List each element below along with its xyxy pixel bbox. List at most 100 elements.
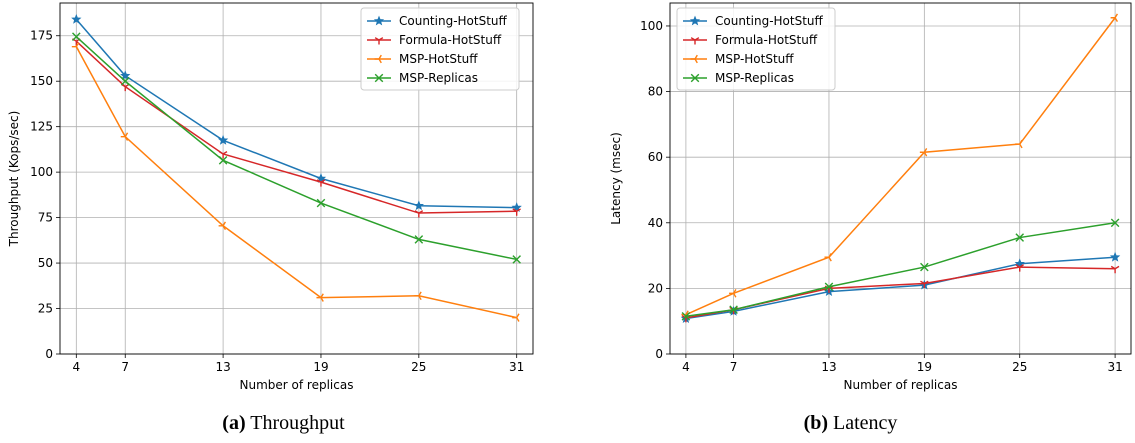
throughput-xtick-label-7: 7	[121, 360, 129, 374]
latency-y-axis-label: Latency (msec)	[609, 132, 623, 225]
throughput-plot-frame	[59, 2, 534, 355]
latency-series-msp-hotstuff	[681, 13, 1119, 319]
latency-series-msp-replicas	[681, 218, 1120, 321]
throughput-series-counting-hotstuff-point-19	[315, 173, 327, 183]
throughput-series-msp-hotstuff-point-31	[512, 313, 520, 322]
latency-series-msp-hotstuff-point-25	[1015, 139, 1023, 149]
latency-xtick-label-13: 13	[821, 360, 836, 374]
throughput-legend-entry-msp-replicas-marker	[374, 73, 384, 83]
throughput-legend-entry-msp-replicas-label: MSP-Replicas	[399, 71, 478, 85]
throughput-chart: 4 7 13 19 25 31 0 25 50 75 100 125 150 175 Number of r…	[7, 2, 534, 392]
throughput-series-formula-hotstuff-point-25	[414, 210, 424, 218]
throughput-series-msp-replicas-point-31	[512, 255, 521, 264]
latency-legend-entry-msp-hotstuff: MSP-HotStuff	[683, 52, 794, 66]
latency-legend-entry-counting-hotstuff: Counting-HotStuff	[683, 14, 824, 28]
latency-xtick-label-25: 25	[1012, 360, 1027, 374]
latency-ytick-label-60: 60	[648, 150, 663, 164]
throughput-legend-box	[360, 7, 520, 91]
throughput-legend-entry-msp-replicas: MSP-Replicas	[367, 71, 478, 85]
throughput-series-formula-hotstuff-point-13	[218, 151, 228, 159]
throughput-chart-panel: 4 7 13 19 25 31 0 25 50 75 100 125 150 175 Number of r…	[0, 0, 567, 443]
throughput-y-axis-label: Throughput (Kops/sec)	[7, 111, 21, 248]
throughput-series-counting-hotstuff-point-31	[511, 202, 522, 212]
throughput-series-msp-hotstuff-point-7	[120, 132, 129, 141]
latency-series-counting-hotstuff-point-31	[1109, 251, 1121, 262]
throughput-series-msp-hotstuff	[71, 42, 520, 322]
latency-legend-entry-formula-hotstuff-marker	[690, 37, 700, 45]
latency-series-msp-hotstuff-point-31	[1110, 13, 1119, 23]
throughput-legend-entry-counting-hotstuff-label: Counting-HotStuff	[399, 14, 508, 28]
latency-series-msp-hotstuff-line	[685, 17, 1116, 316]
latency-caption-text: Latency	[833, 412, 898, 434]
throughput-legend-entry-formula-hotstuff-marker	[374, 37, 384, 45]
throughput-series-counting-hotstuff-point-7	[120, 70, 131, 81]
throughput-xtick-label-19: 19	[313, 360, 328, 374]
latency-xtick-label-31: 31	[1107, 360, 1122, 374]
latency-legend-entry-counting-hotstuff-marker	[689, 15, 701, 26]
latency-legend-entry-counting-hotstuff-label: Counting-HotStuff	[715, 14, 824, 28]
throughput-ytick-label-100: 100	[30, 165, 53, 179]
latency-series-formula-hotstuff	[681, 264, 1120, 323]
latency-series-msp-replicas-point-4	[681, 311, 691, 321]
latency-chart: 4 7 13 19 25 31 0 20 40 60 80 100 Number of replicas…	[609, 2, 1132, 392]
latency-series-counting-hotstuff-point-25	[1014, 258, 1025, 269]
latency-ytick-label-40: 40	[648, 216, 663, 230]
throughput-series-msp-replicas-line	[75, 36, 517, 261]
latency-series-msp-replicas-point-13	[824, 282, 834, 292]
throughput-legend-entry-formula-hotstuff: Formula-HotStuff	[367, 33, 502, 47]
throughput-ytick-label-175: 175	[30, 29, 53, 43]
throughput-xtick-label-25: 25	[411, 360, 426, 374]
throughput-ytick-label-25: 25	[38, 302, 53, 316]
latency-series-msp-replicas-point-19	[920, 262, 929, 272]
throughput-ticks: 4 7 13 19 25 31 0 25 50 75 100 125 150 175	[30, 29, 524, 374]
throughput-ytick-label-0: 0	[45, 347, 53, 361]
latency-xtick-label-7: 7	[730, 360, 738, 374]
latency-series-msp-replicas-point-25	[1015, 233, 1025, 242]
throughput-series-formula-hotstuff-point-31	[512, 208, 521, 216]
latency-series-formula-hotstuff-point-19	[920, 280, 929, 288]
latency-legend-box	[676, 7, 836, 91]
throughput-series-msp-hotstuff-point-13	[218, 221, 227, 231]
throughput-series-msp-replicas-point-4	[72, 32, 81, 41]
latency-series-counting-hotstuff-line	[685, 256, 1116, 320]
latency-legend-entry-msp-replicas-label: MSP-Replicas	[715, 71, 794, 85]
latency-series-msp-hotstuff-point-7	[729, 289, 737, 298]
throughput-legend-entry-msp-hotstuff-label: MSP-HotStuff	[399, 52, 478, 66]
throughput-series-counting-hotstuff-point-4	[71, 13, 82, 24]
latency-legend-entry-msp-hotstuff-label: MSP-HotStuff	[715, 52, 794, 66]
latency-legend-entry-msp-replicas: MSP-Replicas	[683, 71, 794, 85]
latency-series-msp-replicas-point-31	[1110, 218, 1120, 228]
throughput-xtick-label-13: 13	[215, 360, 230, 374]
latency-series-msp-hotstuff-point-13	[824, 252, 832, 262]
latency-series-formula-hotstuff-point-31	[1110, 265, 1120, 274]
latency-ticks: 4 7 13 19 25 31 0 20 40 60 80 100	[640, 19, 1123, 374]
latency-series-msp-replicas-point-7	[729, 305, 738, 315]
latency-chart-panel: 4 7 13 19 25 31 0 20 40 60 80 100 Number of replicas…	[567, 0, 1134, 443]
latency-ytick-label-0: 0	[655, 347, 663, 361]
latency-series-msp-replicas-line	[685, 222, 1116, 318]
latency-ytick-label-20: 20	[648, 281, 663, 295]
latency-series-formula-hotstuff-point-25	[1015, 264, 1024, 272]
throughput-legend: Counting-HotStuff Formula-HotStuff MSP-Hot…	[360, 7, 520, 91]
latency-series-msp-hotstuff-point-19	[919, 148, 928, 157]
throughput-ytick-label-50: 50	[38, 256, 53, 270]
throughput-series-msp-replicas-point-7	[120, 76, 130, 86]
throughput-series-msp-hotstuff-point-4	[71, 42, 80, 51]
latency-xtick-label-19: 19	[917, 360, 932, 374]
latency-legend-entry-msp-replicas-marker	[690, 73, 700, 83]
throughput-series-counting-hotstuff	[71, 13, 522, 212]
throughput-series-formula-hotstuff-point-19	[316, 179, 326, 187]
throughput-ytick-label-150: 150	[30, 74, 53, 88]
throughput-series-msp-hotstuff-line	[75, 46, 517, 319]
throughput-ytick-label-75: 75	[38, 211, 53, 225]
throughput-series-counting-hotstuff-point-13	[217, 134, 229, 145]
throughput-legend-entry-counting-hotstuff-marker	[373, 15, 385, 26]
latency-legend-entry-msp-hotstuff-marker	[690, 54, 698, 64]
latency-series-formula-hotstuff-line	[685, 266, 1116, 319]
latency-xtick-label-4: 4	[682, 360, 690, 374]
throughput-legend-entry-msp-hotstuff: MSP-HotStuff	[367, 52, 478, 66]
latency-plot-frame	[669, 2, 1132, 355]
throughput-legend-entry-msp-hotstuff-marker	[374, 54, 382, 64]
latency-caption-prefix: (b)	[803, 412, 829, 434]
throughput-series-msp-hotstuff-point-19	[316, 293, 324, 302]
